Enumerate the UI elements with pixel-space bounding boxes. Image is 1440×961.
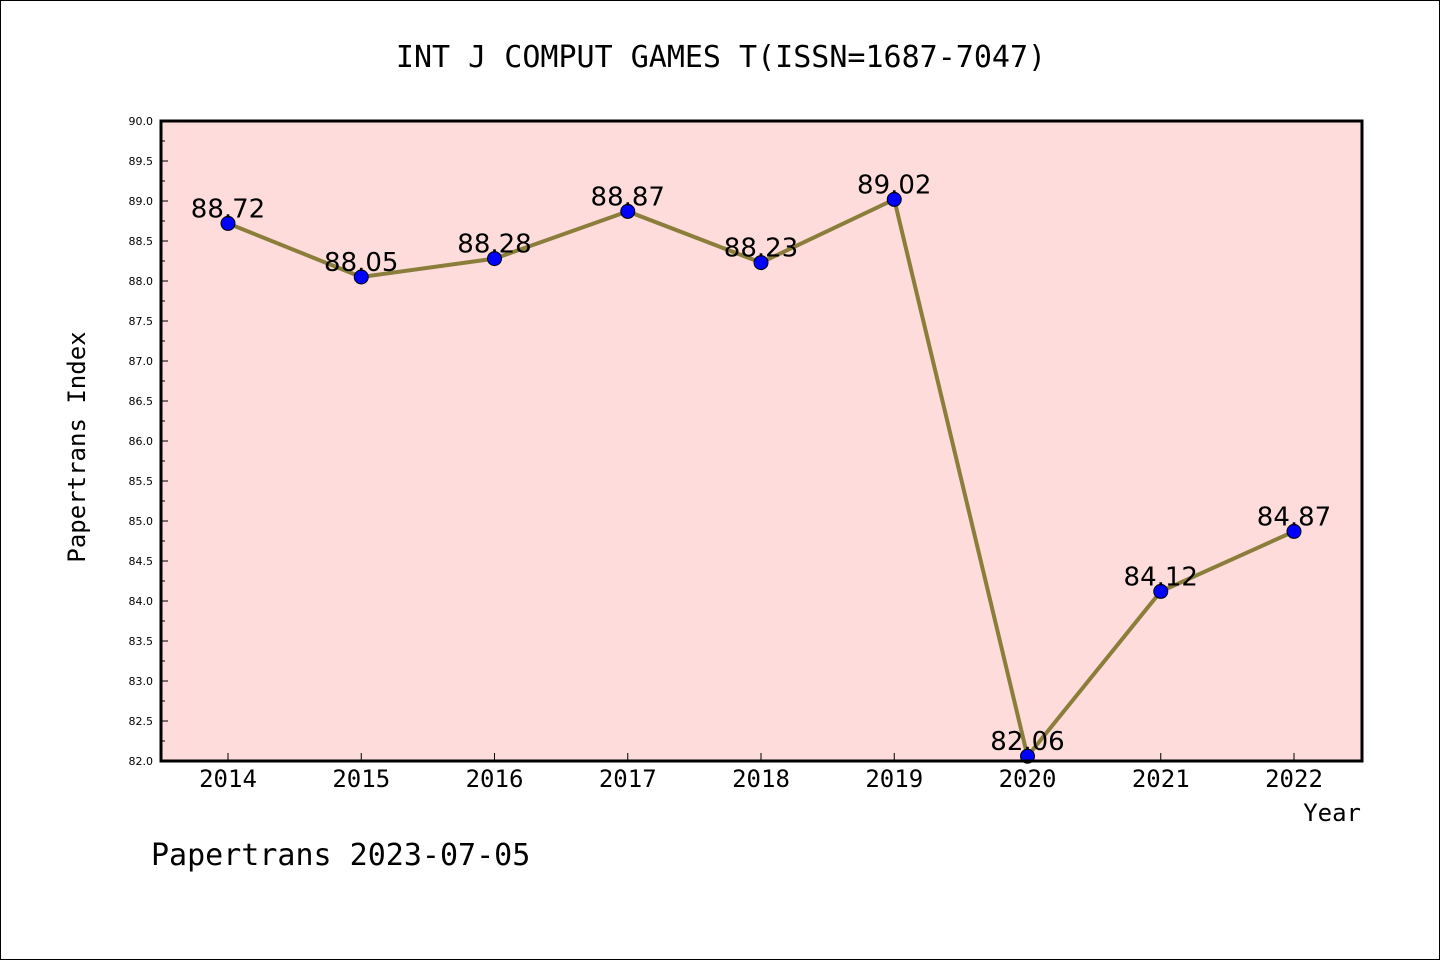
- data-point: [487, 251, 502, 267]
- data-label: 84.87: [1257, 502, 1331, 532]
- y-tick-label: 90.0: [129, 115, 154, 128]
- y-tick-label: 89.0: [129, 195, 154, 208]
- data-label: 88.28: [457, 230, 531, 260]
- data-labels: 88.72 88.05 88.28 88.87 88.23 89.02 82.06 84.12…: [191, 170, 1331, 757]
- chart-title: INT J COMPUT GAMES T(ISSN=1687-7047): [396, 40, 1046, 75]
- y-tick-label: 82.5: [129, 715, 154, 728]
- y-tick-label: 86.5: [129, 395, 154, 408]
- x-tick-label: 2015: [332, 765, 390, 793]
- x-tick-label: 2014: [199, 765, 257, 793]
- y-tick-label: 82.0: [129, 755, 154, 768]
- y-tick-label: 83.0: [129, 675, 154, 688]
- x-tick-label: 2020: [999, 765, 1057, 793]
- x-tick-label: 2018: [732, 765, 790, 793]
- data-label: 88.72: [191, 194, 265, 224]
- x-axis-title: Year: [1303, 799, 1361, 827]
- data-point: [353, 269, 369, 285]
- data-point: [1286, 523, 1302, 539]
- x-tick-label: 2017: [599, 765, 657, 793]
- footer-date: Papertrans 2023-07-05: [151, 838, 530, 873]
- x-tick-label: 2016: [466, 765, 524, 793]
- y-axis: 82.0 82.5 83.0 83.5 84.0 84.5 85.0 85.5 86.0 86.5…: [129, 115, 168, 768]
- data-label: 82.06: [990, 727, 1064, 757]
- y-tick-label: 88.0: [129, 275, 154, 288]
- data-point: [620, 203, 636, 219]
- y-axis-title: Papertrans Index: [63, 331, 91, 562]
- x-tick-label: 2019: [865, 765, 923, 793]
- y-tick-label: 86.0: [129, 435, 154, 448]
- y-tick-label: 85.0: [129, 515, 154, 528]
- data-point: [753, 255, 769, 271]
- data-points: [220, 191, 1302, 764]
- data-label: 88.87: [591, 182, 665, 212]
- data-point: [220, 215, 236, 231]
- y-tick-label: 88.5: [129, 235, 154, 248]
- y-tick-label: 84.5: [129, 555, 154, 568]
- data-label: 88.23: [724, 234, 798, 264]
- y-tick-label: 89.5: [129, 155, 154, 168]
- plot-area: [161, 121, 1362, 761]
- data-point: [1153, 583, 1169, 599]
- data-point: [886, 191, 902, 207]
- x-axis: 2014 2015 2016 2017 2018 2019 2020 2021 2022: [199, 753, 1323, 793]
- y-tick-label: 85.5: [129, 475, 154, 488]
- x-tick-label: 2022: [1265, 765, 1323, 793]
- data-label: 89.02: [857, 170, 931, 200]
- data-label: 88.05: [324, 248, 398, 278]
- data-label: 84.12: [1124, 562, 1198, 592]
- y-tick-label: 87.0: [129, 355, 154, 368]
- y-tick-label: 87.5: [129, 315, 154, 328]
- y-tick-label: 84.0: [129, 595, 154, 608]
- plot-border: [159, 119, 1364, 763]
- y-tick-label: 83.5: [129, 635, 154, 648]
- x-tick-label: 2021: [1132, 765, 1190, 793]
